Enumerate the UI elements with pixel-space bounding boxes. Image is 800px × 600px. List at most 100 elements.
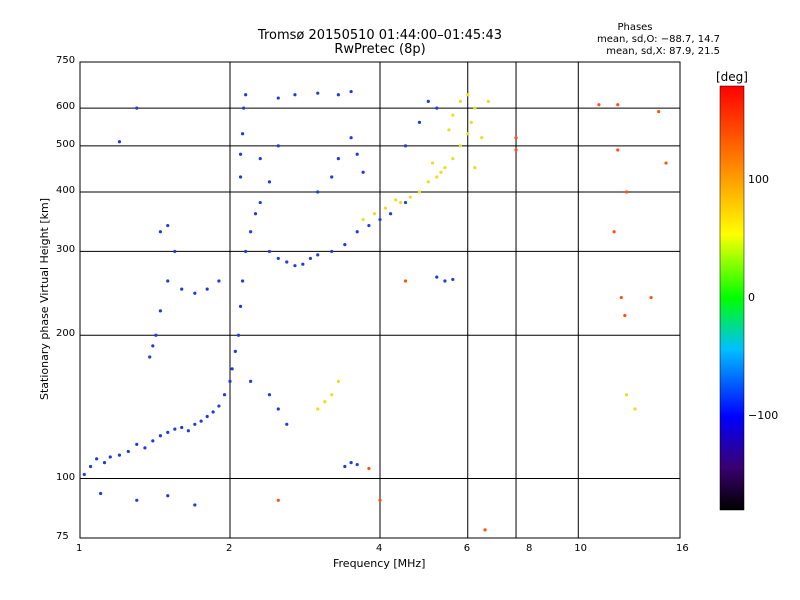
data-point [249, 230, 253, 234]
data-point [217, 279, 221, 283]
data-point [233, 349, 237, 353]
data-point [435, 275, 439, 279]
data-point [173, 249, 177, 254]
data-point [439, 170, 443, 174]
y-tick-label: 75 [56, 531, 69, 542]
data-point [241, 279, 245, 283]
data-point [117, 140, 122, 144]
y-tick-label: 750 [56, 55, 76, 66]
data-point [316, 190, 320, 194]
colorbar-label: [deg] [716, 70, 748, 84]
x-axis-label: Frequency [MHz] [333, 557, 426, 570]
data-point [135, 106, 139, 110]
data-point [623, 313, 627, 318]
data-point [469, 120, 473, 124]
data-point [267, 180, 272, 184]
data-point [267, 249, 272, 254]
data-point [664, 161, 668, 165]
data-point [205, 287, 209, 291]
data-point [451, 277, 455, 282]
data-point [236, 333, 241, 337]
data-point [82, 472, 86, 477]
data-point [158, 309, 163, 313]
data-point [230, 367, 234, 371]
data-point [430, 161, 435, 165]
data-point [276, 498, 280, 502]
data-point [166, 223, 170, 228]
chart-subtitle: RwPretec (8p) [334, 42, 426, 57]
data-point [624, 393, 629, 397]
data-point [211, 410, 215, 414]
data-point [336, 379, 340, 383]
data-point [612, 230, 616, 234]
data-point [143, 446, 147, 450]
data-point [166, 279, 170, 283]
colorbar [719, 85, 745, 511]
data-point [466, 132, 470, 136]
x-tick-label: 6 [463, 543, 471, 554]
data-point [394, 198, 398, 202]
data-point [276, 144, 280, 148]
y-axis-label: Stationary phase Virtual Height [km] [38, 197, 51, 400]
data-point [126, 449, 130, 454]
data-point [657, 110, 661, 114]
data-point [242, 106, 246, 110]
x-tick-label: 16 [676, 543, 689, 554]
data-point [102, 461, 107, 465]
data-point [193, 291, 197, 295]
data-point [426, 180, 430, 184]
data-point [151, 439, 155, 443]
data-point [336, 93, 340, 97]
x-tick-label: 8 [526, 543, 533, 554]
data-point [154, 333, 158, 337]
data-point [624, 190, 629, 194]
data-point [316, 91, 320, 95]
y-tick-label: 500 [56, 138, 76, 150]
data-point [383, 206, 387, 210]
data-point [217, 404, 221, 408]
data-point [193, 503, 197, 507]
y-tick-label: 400 [56, 184, 76, 196]
data-point [378, 217, 382, 222]
data-point [443, 279, 447, 283]
chart-title: Tromsø 20150510 01:44:00–01:45:43 [257, 28, 503, 43]
x-tick-label: 2 [226, 543, 233, 554]
data-point [616, 148, 620, 152]
y-tick-label: 300 [56, 244, 76, 256]
data-point [403, 144, 408, 148]
data-point [158, 434, 163, 438]
data-point [367, 466, 371, 471]
data-point [135, 498, 139, 502]
data-point [330, 393, 334, 397]
data-point [355, 462, 359, 467]
data-point [480, 136, 484, 140]
data-point [451, 157, 455, 161]
data-point [193, 422, 197, 426]
data-point [249, 379, 253, 383]
data-point [458, 144, 463, 148]
data-point [173, 427, 177, 431]
data-point [417, 190, 422, 194]
data-point [88, 464, 93, 469]
y-tick-label: 200 [56, 328, 76, 340]
data-point [355, 230, 359, 234]
colorbar-tick-label: −100 [748, 408, 779, 422]
x-tick-label: 10 [574, 543, 588, 554]
data-point [316, 253, 320, 257]
data-point [473, 106, 477, 110]
data-point [349, 89, 353, 94]
data-point [388, 212, 393, 216]
grid-lines [80, 62, 680, 538]
data-point [135, 442, 139, 446]
data-point [285, 422, 289, 426]
data-point [447, 128, 451, 132]
data-point [458, 99, 463, 103]
data-point [186, 429, 190, 433]
data-point [372, 212, 377, 216]
phases-mean-x: mean, sd,X: 87.9, 21.5 [606, 46, 720, 57]
data-point [308, 256, 313, 261]
data-point [349, 461, 353, 465]
data-point [276, 256, 280, 261]
data-point [403, 200, 408, 205]
data-point [301, 262, 305, 266]
